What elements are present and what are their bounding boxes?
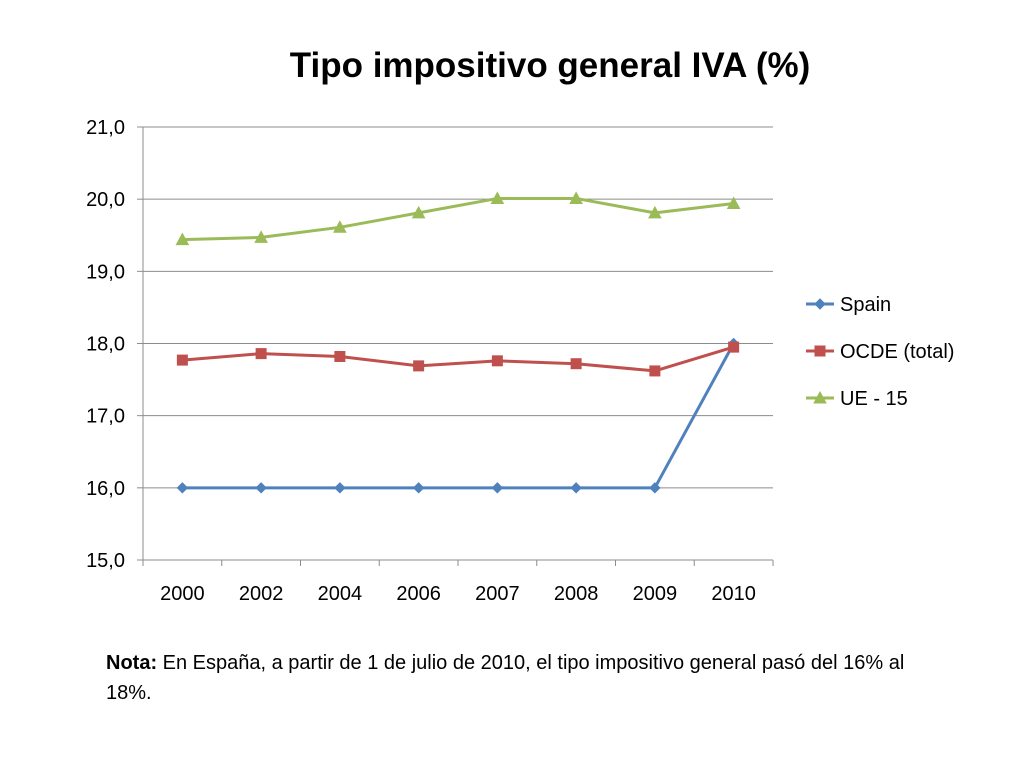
y-tick-label: 19,0 [86, 261, 125, 283]
data-point [334, 350, 346, 362]
y-tick-label: 18,0 [86, 334, 125, 356]
legend-swatch-marker [814, 298, 826, 310]
data-point [176, 354, 188, 366]
series-group [175, 191, 741, 494]
x-tick-label: 2007 [475, 583, 520, 605]
y-tick-label: 21,0 [86, 117, 125, 139]
data-point [411, 205, 426, 219]
y-tick-label: 15,0 [86, 550, 125, 572]
data-point [491, 355, 503, 367]
data-point [255, 348, 267, 360]
legend-item: Spain [806, 294, 891, 316]
data-point [334, 482, 346, 494]
series-line [182, 196, 734, 242]
series-1 [176, 341, 740, 377]
footnote: Nota: En España, a partir de 1 de julio … [106, 648, 906, 708]
data-point [333, 220, 347, 233]
x-tick-label: 2002 [239, 583, 284, 605]
legend-label: UE - 15 [840, 388, 908, 410]
data-point [649, 482, 661, 494]
data-point [728, 341, 740, 353]
legend-item: UE - 15 [806, 388, 908, 410]
x-tick-label: 2008 [554, 583, 599, 605]
data-point [726, 196, 741, 209]
data-point [175, 232, 190, 246]
data-point [412, 482, 425, 494]
legend-label: Spain [840, 294, 891, 316]
data-point [413, 360, 425, 372]
legend-swatch-marker [813, 390, 827, 404]
data-point [490, 191, 505, 204]
x-tick-label: 2006 [396, 583, 441, 605]
y-tick-label: 17,0 [86, 406, 125, 428]
x-tick-label: 2010 [711, 583, 756, 605]
data-point [649, 365, 661, 377]
x-tick-label: 2004 [318, 583, 363, 605]
chart-title: Tipo impositivo general IVA (%) [289, 46, 811, 85]
series-2 [175, 191, 741, 246]
legend: Spain OCDE (total) UE - 15 [806, 294, 954, 410]
data-point [648, 205, 662, 219]
footnote-label: Nota: [106, 652, 158, 674]
gridlines [143, 126, 773, 561]
data-point [569, 191, 583, 204]
series-line [182, 342, 735, 490]
data-point [570, 358, 582, 370]
data-point [176, 482, 189, 494]
series-line [182, 345, 735, 373]
legend-swatch-marker [814, 345, 826, 357]
x-tick-label: 2009 [633, 583, 678, 605]
data-point [491, 482, 504, 494]
data-point [254, 230, 268, 243]
data-point [570, 482, 582, 494]
axes: 15,0 16,0 17,0 18,0 19,0 20,0 21,0 2000 2002 2004… [86, 117, 774, 605]
footnote-text: En España, a partir de 1 de julio de 201… [106, 652, 905, 704]
legend-item: OCDE (total) [806, 341, 954, 363]
legend-label: OCDE (total) [840, 341, 954, 363]
y-tick-label: 16,0 [86, 478, 125, 500]
y-tick-label: 20,0 [86, 189, 125, 211]
data-point [255, 482, 267, 494]
x-tick-label: 2000 [160, 583, 205, 605]
